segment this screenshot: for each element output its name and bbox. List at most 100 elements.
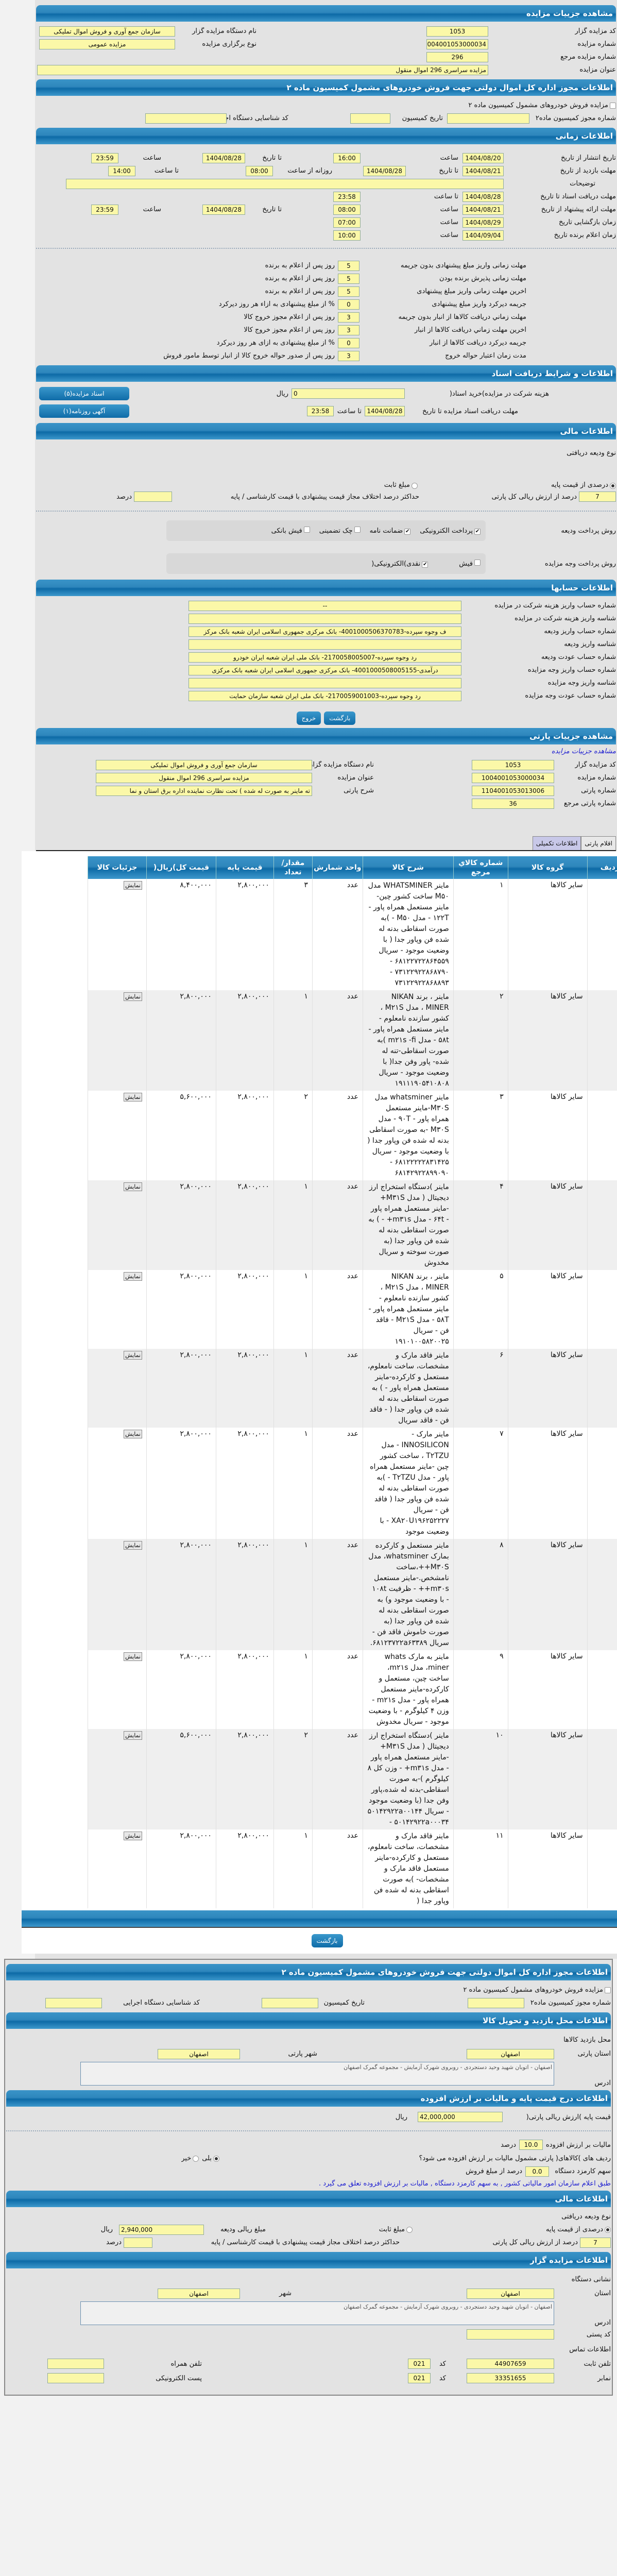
notes-field[interactable] bbox=[66, 178, 504, 189]
deadline-value[interactable]: 5 bbox=[338, 286, 359, 297]
type-field[interactable]: مزایده عمومی bbox=[39, 39, 175, 49]
phone-field[interactable]: 44907659 bbox=[467, 2359, 554, 2369]
checkbox[interactable] bbox=[303, 527, 310, 533]
radio-percent-2[interactable] bbox=[605, 2226, 611, 2233]
publish-from-field[interactable]: 1404/08/20 bbox=[462, 152, 504, 163]
vat-field[interactable]: 10.0 bbox=[519, 2140, 543, 2150]
newspaper-ad-button[interactable]: آگهی روزنامه(۱) bbox=[39, 404, 129, 418]
deposit-percent-field-2[interactable]: 7 bbox=[580, 2237, 611, 2248]
publish-time2-field[interactable]: 23:59 bbox=[91, 152, 118, 163]
code-field[interactable]: 1053 bbox=[426, 26, 488, 37]
postal-code-field[interactable] bbox=[467, 2329, 554, 2340]
tab-additional-info[interactable]: اطلاعات تکمیلی bbox=[532, 836, 581, 850]
account-field[interactable]: رد وجوه سپرده-2170058005007- بانک ملی ای… bbox=[188, 652, 461, 663]
payment-option[interactable]: ✔پرداخت الکترونیکی bbox=[420, 527, 481, 535]
checkbox[interactable]: ✔ bbox=[404, 528, 411, 535]
ref-field[interactable]: 296 bbox=[426, 52, 488, 62]
winner-date[interactable]: 1404/09/04 bbox=[462, 230, 504, 241]
number-field[interactable]: 1004001053000034 bbox=[426, 39, 488, 49]
radio-fixed[interactable] bbox=[412, 483, 418, 489]
payment-option[interactable]: چک تضمینی bbox=[319, 527, 361, 535]
lot-ref-field[interactable]: 36 bbox=[472, 798, 554, 809]
account-field[interactable] bbox=[188, 677, 461, 688]
checkbox[interactable]: ✔ bbox=[422, 561, 429, 568]
visit-daily-to-field[interactable]: 14:00 bbox=[108, 165, 135, 176]
checkbox[interactable] bbox=[354, 527, 361, 533]
offer-time-field[interactable]: 08:00 bbox=[333, 204, 361, 215]
deadline-value[interactable]: 3 bbox=[338, 325, 359, 335]
offer-from-field[interactable]: 1404/08/21 bbox=[462, 204, 504, 215]
radio-fixed-2[interactable] bbox=[406, 2226, 413, 2233]
deadline-value[interactable]: 0 bbox=[338, 299, 359, 310]
account-field[interactable] bbox=[188, 613, 461, 624]
offer-time2-field[interactable]: 23:59 bbox=[91, 204, 118, 215]
show-details-button[interactable]: نمایش bbox=[124, 1731, 142, 1740]
lot-desc-field[interactable]: ته ماینر به صورت له شده ) تحت نظارت نمای… bbox=[96, 785, 312, 796]
deadline-value[interactable]: 3 bbox=[338, 350, 359, 361]
maxdiff-field[interactable] bbox=[134, 492, 172, 502]
checkbox[interactable]: ✔ bbox=[474, 528, 481, 535]
payment-option[interactable]: ✔ضمانت نامه bbox=[370, 527, 411, 535]
permit-checkbox-2[interactable] bbox=[605, 1987, 611, 1993]
lot-number-field[interactable]: 1004001053000034 bbox=[472, 772, 554, 783]
tab-lot-items[interactable]: اقلام پارتی bbox=[581, 836, 616, 850]
publish-time-field[interactable]: 16:00 bbox=[333, 152, 361, 163]
visit-daily-from-field[interactable]: 08:00 bbox=[246, 165, 273, 176]
lot-org-field[interactable]: سازمان جمع آوری و فروش اموال تملیکی bbox=[96, 759, 312, 770]
visit-province-field[interactable]: اصفهان bbox=[467, 2048, 554, 2059]
back-button-2[interactable]: بازگشت bbox=[311, 1934, 343, 1947]
opening-date[interactable]: 1404/08/29 bbox=[462, 217, 504, 228]
permit-number-field-2[interactable] bbox=[468, 1997, 524, 2008]
offer-to-field[interactable]: 1404/08/28 bbox=[202, 204, 245, 215]
vat-no-radio[interactable] bbox=[193, 2155, 199, 2162]
lot-id-field[interactable]: 1104001053013006 bbox=[472, 785, 554, 796]
show-details-button[interactable]: نمایش bbox=[124, 1351, 142, 1360]
maxdiff-field-2[interactable] bbox=[124, 2237, 152, 2248]
permit-date-field-2[interactable] bbox=[262, 1997, 318, 2008]
deadline-value[interactable]: 3 bbox=[338, 312, 359, 323]
fax-field[interactable]: 33351655 bbox=[467, 2373, 554, 2383]
visit-to-field[interactable]: 1404/08/28 bbox=[363, 165, 406, 176]
show-details-button[interactable]: نمایش bbox=[124, 1182, 142, 1191]
org-city-field[interactable]: اصفهان bbox=[158, 2288, 240, 2299]
permit-checkbox[interactable] bbox=[610, 102, 616, 109]
visit-city-field[interactable]: اصفهان bbox=[158, 2048, 240, 2059]
vat-yes-radio[interactable] bbox=[213, 2155, 219, 2162]
account-field[interactable]: درآمدی-4001000508005155- بانک مرکزی جمهو… bbox=[188, 665, 461, 675]
email-field[interactable] bbox=[47, 2373, 104, 2383]
exit-button[interactable]: خروج bbox=[296, 711, 321, 725]
doc-deadline-time[interactable]: 23:58 bbox=[307, 406, 334, 416]
lot-code-field[interactable]: 1053 bbox=[472, 759, 554, 770]
org-address-field[interactable]: اصفهان - اتوبان شهید وحید دستجردی - روبر… bbox=[80, 2301, 554, 2325]
show-details-button[interactable]: نمایش bbox=[124, 1652, 142, 1661]
publish-to-field[interactable]: 1404/08/28 bbox=[202, 152, 245, 163]
title-field[interactable]: مزایده سراسری 296 اموال منقول bbox=[37, 64, 488, 75]
show-details-button[interactable]: نمایش bbox=[124, 992, 142, 1001]
deposit-amount-field[interactable]: 2,940,000 bbox=[119, 2224, 204, 2235]
show-details-button[interactable]: نمایش bbox=[124, 1832, 142, 1840]
opening-time[interactable]: 07:00 bbox=[333, 217, 361, 228]
deadline-value[interactable]: 5 bbox=[338, 260, 359, 271]
visit-address-field[interactable]: اصفهان - اتوبان شهید وحید دستجردی - روبر… bbox=[80, 2062, 554, 2086]
org-field[interactable]: سازمان جمع آوری و فروش اموال تملیکی bbox=[39, 26, 175, 37]
account-field[interactable] bbox=[188, 639, 461, 650]
exec-code-field-2[interactable] bbox=[45, 1997, 102, 2008]
show-details-button[interactable]: نمایش bbox=[124, 1430, 142, 1438]
fee-share-field[interactable]: 0.0 bbox=[525, 2166, 549, 2177]
doc-fee-field[interactable]: 0 bbox=[292, 388, 405, 399]
mobile-field[interactable] bbox=[47, 2359, 104, 2369]
lot-name-field[interactable]: مزایده سراسری 296 اموال منقول bbox=[96, 772, 312, 783]
deposit-percent-field[interactable]: 7 bbox=[579, 492, 616, 502]
account-field[interactable]: ف وجوه سپرده-4001000506370783- بانک مرکز… bbox=[188, 626, 461, 637]
deadline-value[interactable]: 0 bbox=[338, 337, 359, 348]
payment-option[interactable]: ✔نقدی)الکترونیکی( bbox=[371, 560, 429, 568]
org-province-field[interactable]: اصفهان bbox=[467, 2288, 554, 2299]
back-button[interactable]: بازگشت bbox=[324, 711, 356, 725]
permit-date-field[interactable] bbox=[350, 113, 390, 124]
account-field[interactable]: رد وجوه سپرده-2170059001003- بانک ملی ای… bbox=[188, 690, 461, 701]
visit-from-field[interactable]: 1404/08/21 bbox=[462, 165, 504, 176]
checkbox[interactable] bbox=[474, 560, 481, 566]
radio-percent[interactable] bbox=[610, 483, 616, 489]
account-field[interactable]: -- bbox=[188, 600, 461, 611]
show-details-button[interactable]: نمایش bbox=[124, 1541, 142, 1550]
